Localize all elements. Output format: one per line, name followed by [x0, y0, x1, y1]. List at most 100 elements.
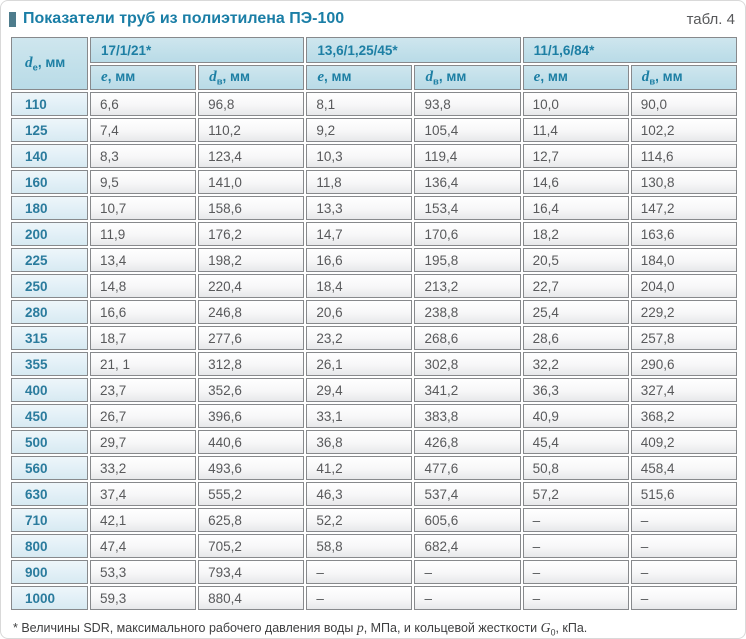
cell-de: 160 [11, 170, 88, 194]
cell-de: 125 [11, 118, 88, 142]
cell-value: 50,8 [522, 456, 629, 480]
cell-value: – [414, 560, 521, 584]
cell-de: 400 [11, 378, 88, 402]
header-sub-row: e, мм dв, мм e, мм dв, мм e, мм dв, мм [11, 65, 737, 90]
e-symbol: e [317, 69, 325, 85]
footnote: * Величины SDR, максимального рабочего д… [9, 620, 737, 638]
cell-value: 33,1 [306, 404, 413, 428]
cell-value: 11,4 [522, 118, 629, 142]
cell-value: 163,6 [630, 222, 737, 246]
cell-value: 10,0 [522, 92, 629, 116]
cell-value: 23,2 [306, 326, 413, 350]
cell-value: 119,4 [414, 144, 521, 168]
cell-value: 45,4 [522, 430, 629, 454]
cell-value: 515,6 [630, 482, 737, 506]
cell-value: 47,4 [90, 534, 197, 558]
table-row: 110 6,6 96,8 8,1 93,8 10,0 90,0 [11, 92, 737, 116]
cell-value: 14,7 [306, 222, 413, 246]
cell-de: 560 [11, 456, 88, 480]
table-row: 355 21, 1 312,8 26,1 302,8 32,2 290,6 [11, 352, 737, 376]
cell-value: 477,6 [414, 456, 521, 480]
cell-value: 195,8 [414, 248, 521, 272]
cell-value: 409,2 [630, 430, 737, 454]
cell-value: 238,8 [414, 300, 521, 324]
cell-value: 9,2 [306, 118, 413, 142]
cell-value: 28,6 [522, 326, 629, 350]
cell-value: 257,8 [630, 326, 737, 350]
footnote-text: * Величины SDR, максимального рабочего д… [13, 621, 357, 635]
cell-value: 9,5 [90, 170, 197, 194]
cell-value: – [522, 560, 629, 584]
cell-value: 18,4 [306, 274, 413, 298]
cell-de: 280 [11, 300, 88, 324]
cell-value: 625,8 [198, 508, 305, 532]
cell-value: 14,8 [90, 274, 197, 298]
cell-value: 26,1 [306, 352, 413, 376]
cell-value: 105,4 [414, 118, 521, 142]
cell-value: 352,6 [198, 378, 305, 402]
column-group-sdr-11: 11/1,6/84* [522, 37, 737, 63]
cell-de: 800 [11, 534, 88, 558]
table-row: 800 47,4 705,2 58,8 682,4– – [11, 534, 737, 558]
cell-value: 123,4 [198, 144, 305, 168]
cell-value: 555,2 [198, 482, 305, 506]
table-row: 140 8,3 123,4 10,3 119,4 12,7 114,6 [11, 144, 737, 168]
cell-value: 493,6 [198, 456, 305, 480]
cell-value: 302,8 [414, 352, 521, 376]
table-row: 450 26,7 396,6 33,1 383,8 40,9 368,2 [11, 404, 737, 428]
cell-value: 13,3 [306, 196, 413, 220]
cell-value: 29,4 [306, 378, 413, 402]
column-header-e-1: e, мм [90, 65, 197, 90]
cell-value: 6,6 [90, 92, 197, 116]
cell-value: 220,4 [198, 274, 305, 298]
cell-value: – [630, 508, 737, 532]
cell-value: 23,7 [90, 378, 197, 402]
cell-value: 20,6 [306, 300, 413, 324]
cell-value: – [630, 534, 737, 558]
cell-de: 630 [11, 482, 88, 506]
cell-value: – [630, 586, 737, 610]
cell-value: 96,8 [198, 92, 305, 116]
cell-de: 900 [11, 560, 88, 584]
table-row: 250 14,8 220,4 18,4 213,2 22,7 204,0 [11, 274, 737, 298]
cell-value: 20,5 [522, 248, 629, 272]
cell-value: 10,3 [306, 144, 413, 168]
cell-value: 16,4 [522, 196, 629, 220]
e-unit: , мм [540, 69, 568, 84]
cell-value: 8,3 [90, 144, 197, 168]
cell-value: 46,3 [306, 482, 413, 506]
cell-value: 42,1 [90, 508, 197, 532]
cell-value: 793,4 [198, 560, 305, 584]
cell-value: – [414, 586, 521, 610]
table-row: 900 53,3 793,4– – – – [11, 560, 737, 584]
cell-value: 440,6 [198, 430, 305, 454]
cell-de: 250 [11, 274, 88, 298]
column-group-sdr-13: 13,6/1,25/45* [306, 37, 521, 63]
cell-value: 458,4 [630, 456, 737, 480]
cell-value: 341,2 [414, 378, 521, 402]
cell-value: 40,9 [522, 404, 629, 428]
header-group-row: dе, мм 17/1/21* 13,6/1,25/45* 11/1,6/84* [11, 37, 737, 90]
dv-symbol: d [641, 69, 650, 85]
e-unit: , мм [107, 69, 136, 84]
column-header-dv-2: dв, мм [414, 65, 521, 90]
page-title: Показатели труб из полиэтилена ПЭ-100 [23, 10, 345, 27]
cell-value: 605,6 [414, 508, 521, 532]
de-subscript: е [32, 62, 38, 74]
dv-unit: , мм [438, 69, 467, 84]
cell-value: 59,3 [90, 586, 197, 610]
cell-value: – [306, 586, 413, 610]
column-header-dv-1: dв, мм [198, 65, 305, 90]
cell-value: 18,7 [90, 326, 197, 350]
dv-unit: , мм [222, 69, 251, 84]
footnote-g-subscript: 0 [550, 627, 556, 638]
cell-value: 277,6 [198, 326, 305, 350]
cell-value: 176,2 [198, 222, 305, 246]
cell-value: 537,4 [414, 482, 521, 506]
table-row: 125 7,4 110,2 9,2 105,4 11,4 102,2 [11, 118, 737, 142]
table-row: 400 23,7 352,6 29,4 341,2 36,3 327,4 [11, 378, 737, 402]
cell-value: 29,7 [90, 430, 197, 454]
cell-value: 16,6 [306, 248, 413, 272]
cell-value: 11,9 [90, 222, 197, 246]
cell-value: – [522, 534, 629, 558]
